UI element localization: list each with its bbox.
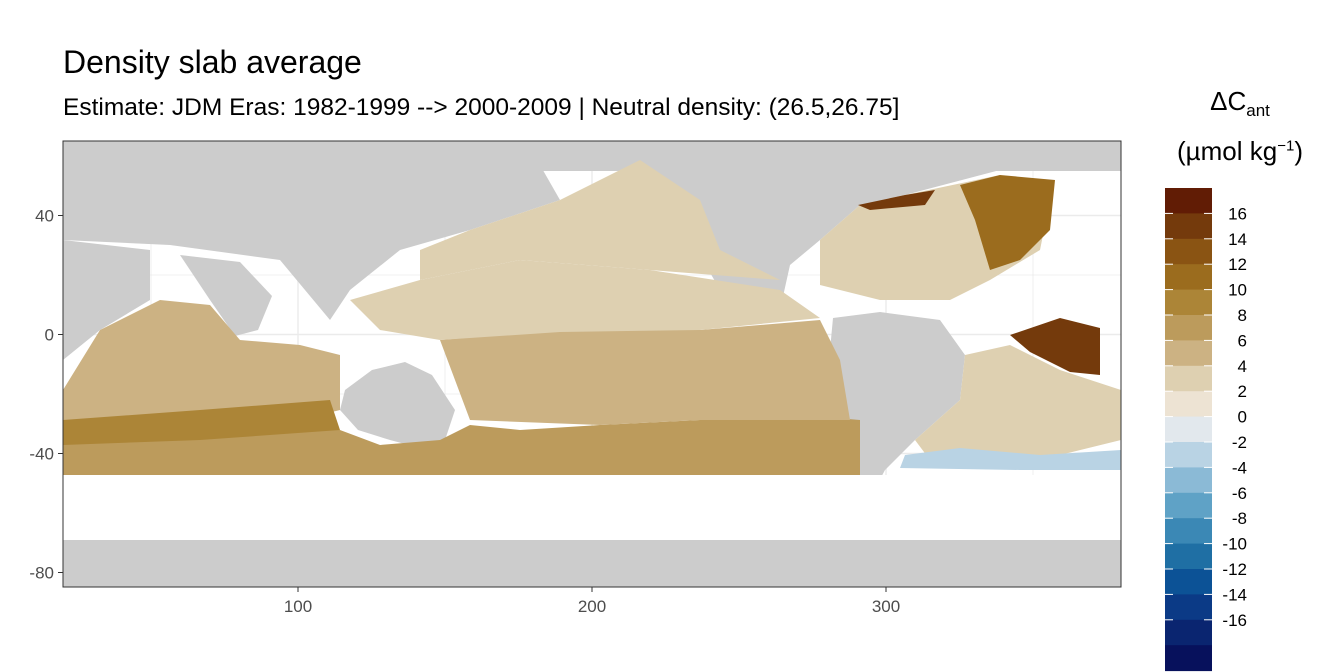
legend-tick-label: -14 [1222,585,1247,604]
legend-color-bin [1165,619,1212,646]
land-south-america [830,312,965,498]
legend-tick-label: 6 [1238,331,1247,350]
legend-color-bin [1165,492,1212,519]
legend-tick-label: 14 [1228,230,1247,249]
legend-tick-label: -4 [1232,458,1247,477]
legend-color-bin [1165,365,1212,392]
legend-color-bin [1165,213,1212,240]
land-africa-east [63,240,150,360]
land-india [180,255,272,336]
legend-tick-label: -2 [1232,433,1247,452]
legend-title-variable: ΔCant [1160,86,1320,121]
legend-color-bin [1165,467,1212,494]
legend-color-bin [1165,594,1212,621]
field-north-atlantic-east [960,175,1055,270]
legend-color-bin [1165,391,1212,418]
legend-unit-sup: −1 [1277,137,1295,155]
y-tick-label: 40 [35,207,54,226]
x-tick-label: 300 [872,597,900,616]
legend-color-bin [1165,315,1212,341]
legend-unit-prefix: (µmol kg [1177,136,1278,166]
legend-color-bin [1165,645,1212,672]
legend-tick-label: -12 [1222,560,1247,579]
legend-title-main: ΔC [1210,86,1247,116]
legend-color-bin [1165,442,1212,468]
legend-color-bin [1165,569,1212,595]
legend-tick-label: 8 [1238,306,1247,325]
legend-unit-suffix: ) [1294,136,1303,166]
chart-title: Density slab average [63,44,362,80]
legend-tick-label: 10 [1228,281,1247,300]
land-australia [340,362,455,448]
field-north-pacific [420,160,780,280]
y-tick-label: -40 [29,445,54,464]
field-tropical-east-atlantic [1010,318,1100,375]
legend-tick-label: 4 [1238,357,1247,376]
y-tick-label: 0 [45,326,54,345]
chart-subtitle: Estimate: JDM Eras: 1982-1999 --> 2000-2… [63,94,900,121]
legend-color-bin [1165,518,1212,545]
land-antarctica-coast [63,525,1121,587]
legend-color-bin [1165,264,1212,291]
legend-title-sub: ant [1246,101,1270,121]
legend-tick-label: -8 [1232,509,1247,528]
legend-tick-label: -6 [1232,484,1247,503]
no-data-band [63,475,1121,540]
legend-tick-label: 12 [1228,255,1247,274]
x-tick-label: 200 [578,597,606,616]
legend-color-bin [1165,416,1212,443]
legend-color-bin [1165,289,1212,316]
legend-title-unit: (µmol kg−1) [1160,136,1320,167]
legend-tick-label: 16 [1228,204,1247,223]
legend-color-bin [1165,238,1212,265]
field-labrador [858,190,935,210]
field-tropical-pacific [350,260,820,340]
field-south-atlantic-south [900,448,1121,470]
legend-tick-label: 0 [1238,408,1247,427]
legend-color-bin [1165,188,1212,214]
land-eurasia [63,160,560,320]
field-south-pacific [440,320,850,425]
field-south-atlantic [915,345,1121,460]
field-south-indian [63,400,340,445]
legend-tick-label: -16 [1222,611,1247,630]
legend-color-bin [1165,340,1212,367]
x-tick-label: 100 [284,597,312,616]
legend-tick-label: -10 [1222,535,1247,554]
legend-color-bin [1165,543,1212,570]
legend-tick-label: 2 [1238,382,1247,401]
y-tick-label: -80 [29,564,54,583]
